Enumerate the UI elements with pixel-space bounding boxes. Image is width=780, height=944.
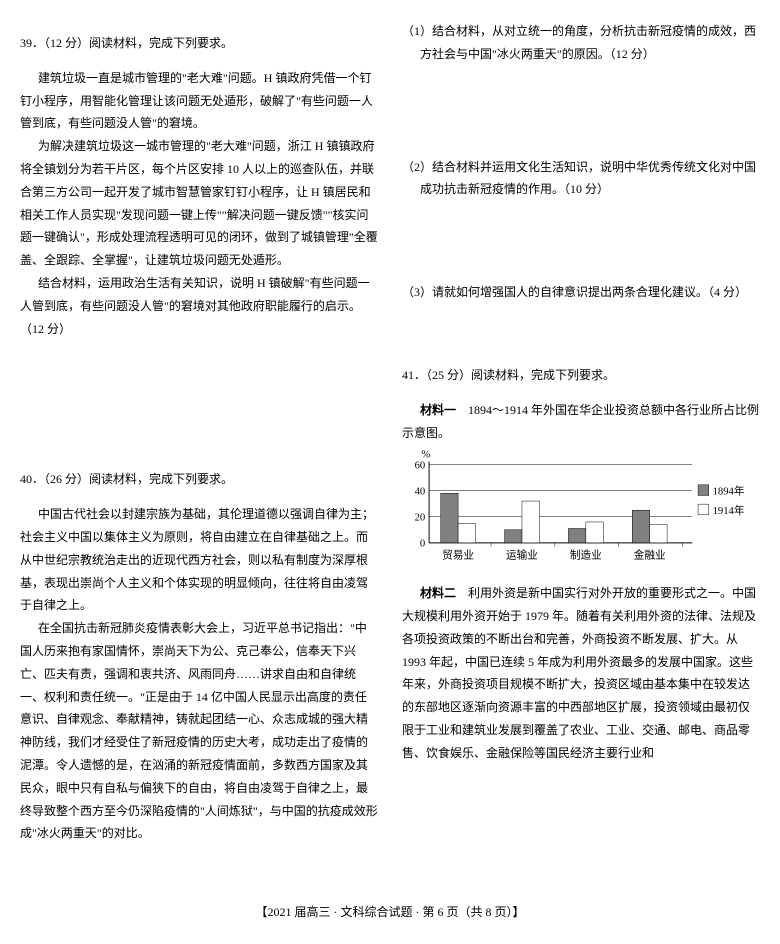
q39-p3: 结合材料，运用政治生活有关知识，说明 H 镇破解"有些问题一人管到底，有些问题没…	[20, 272, 378, 340]
cat-trade: 贸易业	[442, 550, 474, 562]
legend-1894: 1894年	[713, 485, 745, 498]
q39-p1: 建筑垃圾一直是城市管理的"老大难"问题。H 镇政府凭借一个钉钉小程序，用智能化管…	[20, 67, 378, 135]
cat-finance: 金融业	[634, 549, 666, 562]
sub-question-1: （1）结合材料，从对立统一的角度，分析抗击新冠疫情的成效，西方社会与中国"冰火两…	[420, 20, 760, 66]
bar-transport-1914	[522, 501, 539, 543]
q41-material2: 材料二 利用外资是新中国实行对外开放的重要形式之一。中国大规模利用外资开始于 1…	[402, 582, 760, 764]
bar-manufacture-1894	[568, 529, 585, 543]
legend-swatch-1894	[698, 485, 709, 496]
bar-transport-1894	[505, 530, 522, 543]
ytick-0: 0	[420, 539, 425, 550]
chart-unit: %	[421, 450, 430, 461]
material2-text: 利用外资是新中国实行对外开放的重要形式之一。中国大规模利用外资开始于 1979 …	[402, 586, 756, 760]
bar-finance-1894	[632, 511, 649, 544]
cat-transport: 运输业	[506, 549, 538, 562]
bar-manufacture-1914	[586, 522, 603, 543]
cat-manufacture: 制造业	[570, 549, 602, 562]
q41-material1: 材料一 1894～1914 年外国在华企业投资总额中各行业所占比例示意图。	[402, 399, 760, 445]
material1-label: 材料一	[420, 403, 456, 417]
bar-trade-1914	[458, 524, 475, 544]
legend-1914: 1914年	[713, 504, 745, 517]
q40-heading: 40．（26 分）阅读材料，完成下列要求。	[20, 468, 378, 491]
investment-bar-chart: % 0 20 40 60	[402, 444, 760, 582]
page-footer: 【2021 届高三 · 文科综合试题 · 第 6 页（共 8 页）】	[20, 901, 760, 924]
bar-trade-1894	[441, 494, 458, 544]
ytick-20: 20	[415, 513, 426, 524]
material2-label: 材料二	[420, 586, 456, 600]
material1-text: 1894～1914 年外国在华企业投资总额中各行业所占比例示意图。	[402, 403, 759, 440]
q40-p1: 中国古代社会以封建宗族为基础，其伦理道德以强调自律为主；社会主义中国以集体主义为…	[20, 503, 378, 617]
sub-question-2: （2）结合材料并运用文化生活知识，说明中华优秀传统文化对中国成功抗击新冠疫情的作…	[420, 156, 760, 202]
question-41: 41．（25 分）阅读材料，完成下列要求。 材料一 1894～1914 年外国在…	[402, 364, 760, 765]
q39-p2: 为解决建筑垃圾这一城市管理的"老大难"问题，浙江 H 镇镇政府将全镇划分为若干片…	[20, 135, 378, 272]
q39-heading: 39．（12 分）阅读材料，完成下列要求。	[20, 32, 378, 55]
sub-question-3: （3）请就如何增强国人的自律意识提出两条合理化建议。（4 分）	[420, 281, 760, 304]
legend-swatch-1914	[698, 505, 709, 516]
ytick-40: 40	[415, 487, 426, 498]
question-40: 40．（26 分）阅读材料，完成下列要求。 中国古代社会以封建宗族为基础，其伦理…	[20, 468, 378, 845]
q41-heading: 41．（25 分）阅读材料，完成下列要求。	[402, 364, 760, 387]
question-39: 39．（12 分）阅读材料，完成下列要求。 建筑垃圾一直是城市管理的"老大难"问…	[20, 32, 378, 340]
ytick-60: 60	[415, 461, 426, 472]
bar-finance-1914	[650, 525, 667, 543]
